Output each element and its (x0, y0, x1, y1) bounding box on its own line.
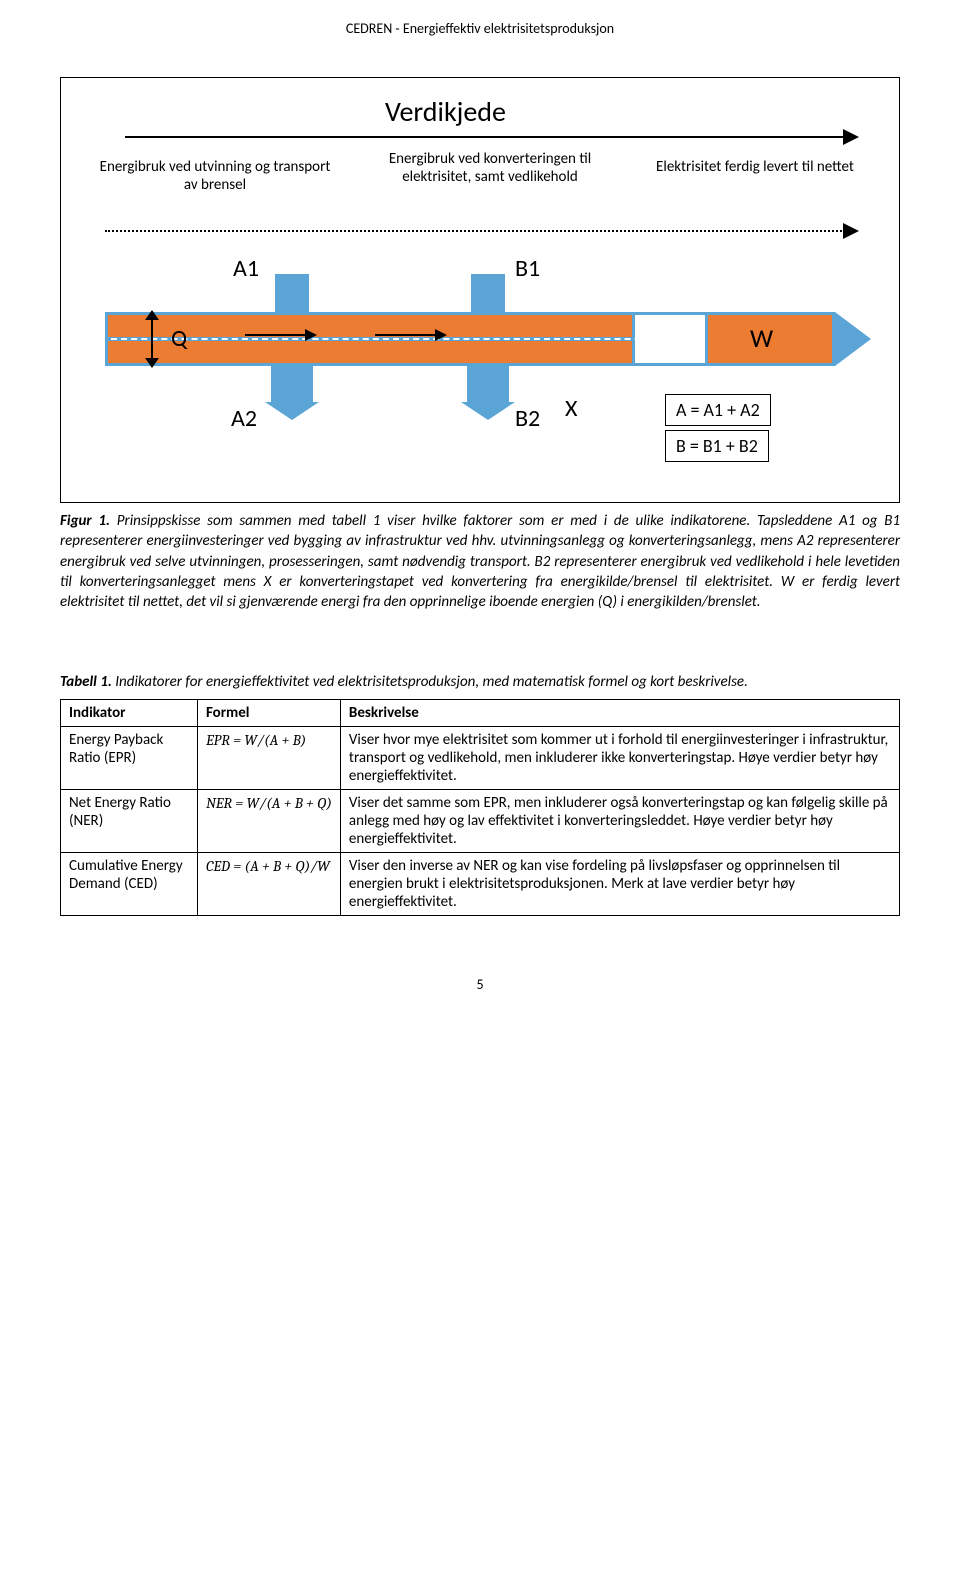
formula-b: B = B1 + B2 (665, 430, 769, 462)
cell-indicator: Energy Payback Ratio (EPR) (61, 726, 198, 789)
figure-caption: Figur 1. Prinsippskisse som sammen med t… (60, 511, 900, 612)
label-q: Q (171, 324, 187, 353)
table-caption-text: Indikatorer for energieffektivitet ved e… (112, 673, 748, 691)
cell-description: Viser den inverse av NER og kan vise for… (340, 852, 899, 915)
arrow-b2 (467, 366, 509, 402)
inner-arrow-2 (375, 334, 435, 336)
dotted-arrowhead (843, 223, 859, 239)
table-caption: Tabell 1. Indikatorer for energieffektiv… (60, 672, 900, 692)
figure-caption-label: Figur 1. (60, 512, 110, 530)
col-beskrivelse: Beskrivelse (340, 699, 899, 726)
stage-2-label: Energibruk ved konverteringen til elektr… (375, 150, 605, 186)
q-arrow-shaft (151, 314, 153, 364)
table-row: Cumulative Energy Demand (CED) CED = (A … (61, 852, 900, 915)
label-b2: B2 (515, 404, 540, 433)
label-b1: B1 (515, 254, 540, 283)
cell-formula: NER = W/(A + B + Q) (197, 789, 340, 852)
cell-formula: EPR = W/(A + B) (197, 726, 340, 789)
dotted-flow-line (105, 230, 845, 232)
cell-indicator: Cumulative Energy Demand (CED) (61, 852, 198, 915)
verdikjede-diagram: Verdikjede Energibruk ved utvinning og t… (85, 94, 875, 474)
cell-description: Viser det samme som EPR, men inkluderer … (340, 789, 899, 852)
inner-arrow-1 (245, 334, 305, 336)
diagram-title: Verdikjede (385, 94, 506, 129)
arrow-b1 (471, 274, 505, 312)
center-dashed-line (111, 338, 691, 340)
col-formel: Formel (197, 699, 340, 726)
indicators-table: Indikator Formel Beskrivelse Energy Payb… (60, 699, 900, 916)
figure-caption-text: Prinsippskisse som sammen med tabell 1 v… (60, 512, 900, 611)
stage-1-label: Energibruk ved utvinning og transport av… (95, 158, 335, 194)
table-row: Energy Payback Ratio (EPR) EPR = W/(A + … (61, 726, 900, 789)
value-chain-line (125, 136, 845, 138)
formula-a: A = A1 + A2 (665, 394, 771, 426)
q-arrow-down (145, 358, 159, 368)
stage-3-label: Elektrisitet ferdig levert til nettet (655, 158, 855, 176)
table-caption-label: Tabell 1. (60, 673, 112, 691)
cell-indicator: Net Energy Ratio (NER) (61, 789, 198, 852)
arrow-a2 (271, 366, 313, 402)
page-number: 5 (60, 976, 900, 993)
label-w: W (750, 322, 773, 354)
page-header: CEDREN - Energieffektiv elektrisitetspro… (60, 20, 900, 37)
figure-box: Verdikjede Energibruk ved utvinning og t… (60, 77, 900, 503)
label-a2: A2 (231, 404, 257, 433)
cell-formula: CED = (A + B + Q)/W (197, 852, 340, 915)
arrow-a1 (275, 274, 309, 312)
table-header-row: Indikator Formel Beskrivelse (61, 699, 900, 726)
cell-description: Viser hvor mye elektrisitet som kommer u… (340, 726, 899, 789)
label-x: X (565, 394, 577, 423)
w-output-arrowhead (835, 312, 871, 366)
col-indikator: Indikator (61, 699, 198, 726)
table-row: Net Energy Ratio (NER) NER = W/(A + B + … (61, 789, 900, 852)
label-a1: A1 (233, 254, 259, 283)
value-chain-arrowhead (843, 129, 859, 145)
